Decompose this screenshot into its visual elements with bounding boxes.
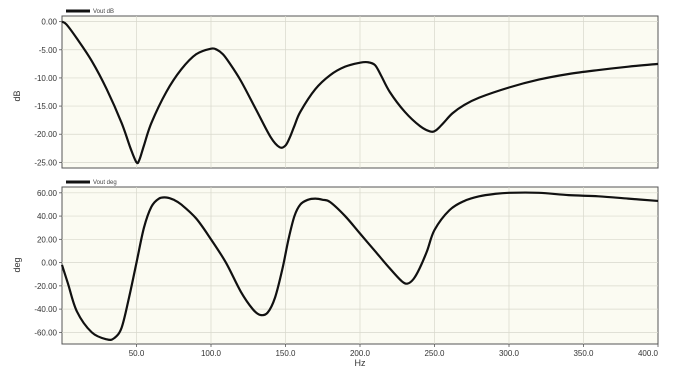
phase-series-line <box>60 191 659 342</box>
magnitude-legend: Vout dB <box>66 9 114 15</box>
y-tick-label: 0.00 <box>41 18 57 27</box>
x-tick-label: 150.0 <box>275 349 296 358</box>
y-tick-label: 0.00 <box>41 259 57 268</box>
phase-panel: 60.00 40.00 20.00 0.00 -20.00 -40.00 -60.00 50… <box>12 180 659 368</box>
magnitude-series-line <box>61 20 659 165</box>
x-tick-label: 350.0 <box>573 349 594 358</box>
y-tick-label: -25.00 <box>34 158 57 167</box>
y-tick-label: 60.00 <box>37 189 58 198</box>
frequency-x-axis-label: Hz <box>355 358 366 368</box>
y-tick-label: -10.00 <box>34 74 57 83</box>
y-tick-label: -60.00 <box>34 328 57 337</box>
magnitude-legend-label: Vout dB <box>93 9 114 15</box>
x-tick-label: 400.0 <box>638 349 659 358</box>
y-tick-label: -20.00 <box>34 130 57 139</box>
magnitude-y-ticks: 0.00 -5.00 -10.00 -15.00 -20.00 -25.00 <box>34 18 62 167</box>
y-tick-label: -15.00 <box>34 102 57 111</box>
y-tick-label: -20.00 <box>34 282 57 291</box>
magnitude-grid <box>62 16 658 168</box>
x-tick-label: 50.0 <box>129 349 145 358</box>
x-tick-label: 200.0 <box>350 349 371 358</box>
y-tick-label: -40.00 <box>34 305 57 314</box>
phase-x-ticks: 50.0 100.0 150.0 200.0 250.0 300.0 350.0 400.0 <box>129 344 659 358</box>
magnitude-panel: 0.00 -5.00 -10.00 -15.00 -20.00 -25.00 Vout d… <box>12 9 659 169</box>
phase-y-ticks: 60.00 40.00 20.00 0.00 -20.00 -40.00 -60.00 <box>34 189 62 337</box>
phase-y-axis-label: deg <box>12 257 22 272</box>
x-tick-label: 300.0 <box>499 349 520 358</box>
y-tick-label: 20.00 <box>37 235 58 244</box>
x-tick-label: 100.0 <box>201 349 222 358</box>
phase-legend-label: Vout deg <box>93 180 117 186</box>
y-tick-label: -5.00 <box>39 46 58 55</box>
phase-legend: Vout deg <box>66 180 117 186</box>
y-tick-label: 40.00 <box>37 212 58 221</box>
magnitude-y-axis-label: dB <box>12 90 22 101</box>
x-tick-label: 250.0 <box>424 349 445 358</box>
